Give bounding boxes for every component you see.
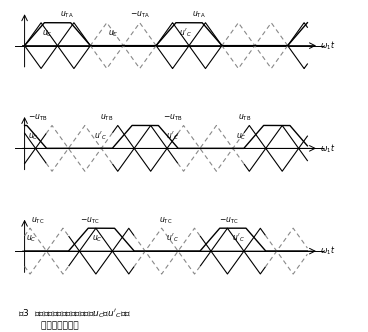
Text: $u'_C$: $u'_C$ [179, 26, 192, 39]
Text: $-u_{\mathrm{TC}}$: $-u_{\mathrm{TC}}$ [219, 215, 238, 226]
Text: $u'_C$: $u'_C$ [166, 232, 179, 244]
Text: $u'_C$: $u'_C$ [232, 232, 245, 244]
Text: $u'_C$: $u'_C$ [166, 129, 179, 141]
Text: 图3  三相梯形波与两组载波三角波$u_C$和$u'_C$切换
        位置的对应关系: 图3 三相梯形波与两组载波三角波$u_C$和$u'_C$切换 位置的对应关系 [18, 307, 132, 330]
Text: $u_{\mathrm{TC}}$: $u_{\mathrm{TC}}$ [31, 215, 45, 226]
Text: $-u_{\mathrm{TC}}$: $-u_{\mathrm{TC}}$ [81, 215, 100, 226]
Text: $u_{\mathrm{TC}}$: $u_{\mathrm{TC}}$ [159, 215, 173, 226]
Text: $u_{\mathrm{TA}}$: $u_{\mathrm{TA}}$ [192, 10, 206, 20]
Text: $u_C$: $u_C$ [28, 131, 38, 141]
Text: $-u_{\mathrm{TB}}$: $-u_{\mathrm{TB}}$ [28, 113, 47, 123]
Text: $u_C$: $u_C$ [236, 131, 247, 141]
Text: $u_{\mathrm{TA}}$: $u_{\mathrm{TA}}$ [60, 10, 74, 20]
Text: $u_{\mathrm{TB}}$: $u_{\mathrm{TB}}$ [100, 113, 113, 123]
Text: $u_C$: $u_C$ [108, 28, 118, 39]
Text: $u'_C$: $u'_C$ [94, 129, 107, 141]
Text: $u_C$: $u_C$ [26, 234, 36, 244]
Text: $u_{\mathrm{TB}}$: $u_{\mathrm{TB}}$ [238, 113, 252, 123]
Text: $\omega_1 t$: $\omega_1 t$ [320, 245, 335, 257]
Text: $\omega_1 t$: $\omega_1 t$ [320, 142, 335, 155]
Text: $u_C$: $u_C$ [92, 234, 102, 244]
Text: $-u_{\mathrm{TA}}$: $-u_{\mathrm{TA}}$ [130, 10, 150, 20]
Text: $-u_{\mathrm{TB}}$: $-u_{\mathrm{TB}}$ [163, 113, 183, 123]
Text: $\omega_1 t$: $\omega_1 t$ [320, 40, 335, 52]
Text: $u_C$: $u_C$ [42, 28, 53, 39]
